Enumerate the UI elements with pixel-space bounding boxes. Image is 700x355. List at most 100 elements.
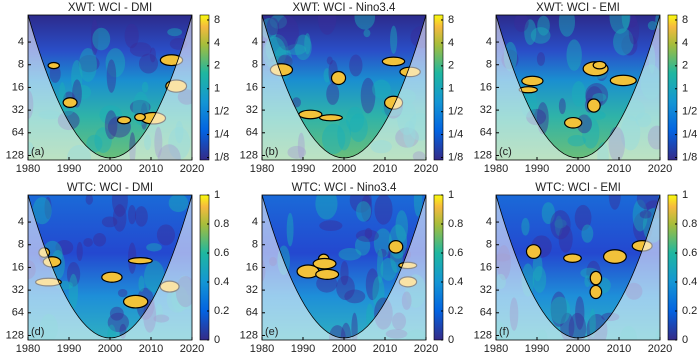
y-tick-label: 64 (480, 127, 492, 139)
texture (584, 275, 591, 288)
significance-region (563, 116, 583, 129)
colorbar (199, 194, 210, 341)
cone-of-influence (262, 195, 426, 340)
colorbar-tick-label: 1/4 (214, 129, 229, 141)
significance-region (318, 114, 343, 122)
cone-of-influence (262, 15, 426, 160)
texture (374, 195, 393, 225)
colorbar-tick-label: 0 (682, 334, 688, 346)
x-tick-label: 2000 (98, 343, 122, 355)
colorbar-tick-label: 0.8 (682, 218, 697, 230)
texture (168, 195, 189, 213)
panel-title: XWT: WCI - Nino3.4 (293, 2, 396, 14)
x-tick-label: 2010 (373, 163, 397, 175)
texture (346, 106, 365, 133)
significance-region (298, 109, 323, 120)
texture (93, 232, 107, 247)
significance-region (47, 61, 61, 70)
texture (372, 276, 385, 310)
texture (360, 195, 373, 222)
y-tick-label: 4 (486, 216, 492, 228)
texture (536, 52, 546, 66)
texture (112, 204, 127, 232)
texture (354, 235, 371, 256)
spectrum-field (262, 195, 426, 340)
colorbar-tick-label: 1/4 (448, 129, 463, 141)
significance-region (589, 284, 603, 300)
texture (127, 204, 137, 225)
significance-region (122, 294, 149, 309)
x-tick-label: 2020 (648, 343, 672, 355)
texture (554, 219, 567, 229)
x-tick-label: 2000 (566, 343, 590, 355)
panel-title: XWT: WCI - EMI (536, 2, 620, 14)
colorbar-tick-label: 1 (448, 83, 454, 95)
panel: XWT: WCI - EMI (c) 1980 1990 2000 2010 2020 4 8 1… (474, 2, 698, 175)
texture (86, 134, 103, 153)
texture (32, 197, 52, 225)
texture (149, 47, 156, 63)
significance-region (592, 60, 607, 70)
significance-region (521, 75, 544, 87)
texture (101, 216, 118, 228)
spectrum-field (28, 15, 192, 160)
panel-label: (d) (31, 326, 44, 338)
significance-region (586, 98, 601, 113)
texture (294, 34, 312, 61)
texture (317, 15, 337, 35)
texture (532, 265, 547, 293)
y-tick-label: 8 (18, 239, 24, 251)
y-tick-label: 32 (246, 104, 258, 116)
texture (566, 39, 582, 71)
colorbar-tick-label: 1/2 (448, 106, 463, 118)
texture (99, 105, 123, 125)
texture (285, 44, 307, 55)
significance-region (62, 97, 78, 108)
y-tick-label: 64 (246, 127, 258, 139)
colorbar-tick-label: 2 (448, 60, 454, 72)
texture (85, 195, 94, 205)
texture (558, 225, 573, 253)
y-tick-label: 32 (480, 284, 492, 296)
y-tick-label: 128 (240, 149, 258, 161)
texture (639, 210, 652, 219)
y-tick-label: 16 (246, 81, 258, 93)
panel-title: WTC: WCI - EMI (535, 182, 621, 194)
texture (558, 98, 566, 115)
x-tick-label: 2020 (414, 343, 438, 355)
y-tick-label: 8 (252, 239, 258, 251)
significance-region (127, 257, 153, 265)
y-tick-label: 32 (12, 104, 24, 116)
texture (636, 195, 659, 210)
x-tick-label: 1990 (525, 343, 549, 355)
x-tick-label: 1990 (291, 343, 315, 355)
texture (286, 212, 294, 247)
texture (323, 68, 331, 83)
significance-region (609, 74, 637, 87)
texture (78, 54, 100, 73)
y-tick-label: 4 (252, 216, 258, 228)
y-tick-label: 16 (12, 81, 24, 93)
texture (587, 110, 606, 120)
texture (365, 268, 380, 301)
colorbar (433, 194, 444, 341)
texture (55, 239, 74, 255)
texture (66, 261, 81, 287)
texture (129, 99, 151, 115)
texture (340, 260, 349, 286)
texture (609, 15, 631, 34)
significance-region (101, 271, 123, 283)
texture (351, 312, 358, 340)
texture (141, 81, 149, 93)
texture (44, 196, 52, 220)
texture (304, 33, 311, 55)
texture (167, 28, 183, 37)
y-tick-label: 128 (6, 329, 24, 341)
texture (349, 195, 372, 213)
significance-region (116, 116, 132, 125)
texture (349, 54, 363, 77)
x-tick-label: 1980 (16, 343, 40, 355)
x-tick-label: 2000 (332, 343, 356, 355)
texture (156, 224, 176, 246)
colorbar-tick-label: 1/4 (682, 129, 697, 141)
